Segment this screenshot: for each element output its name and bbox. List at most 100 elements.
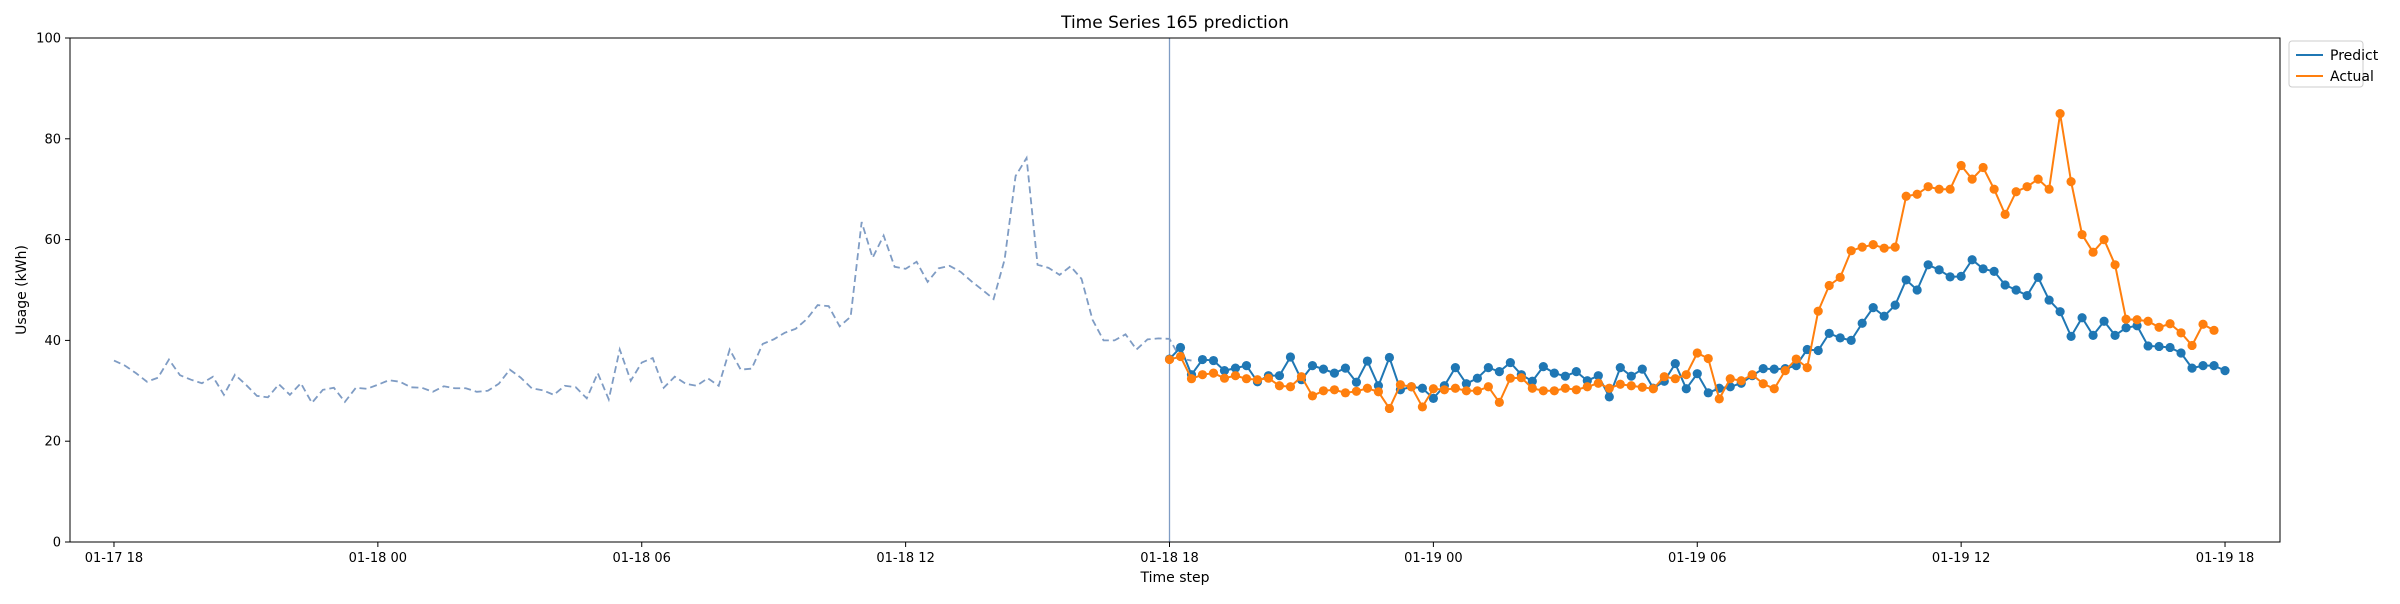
actual-point-8	[1252, 375, 1263, 385]
predict-point-74	[1978, 264, 1988, 274]
predict-point-54	[1758, 364, 1768, 374]
predict-point-16	[1340, 363, 1351, 373]
actual-point-36	[1560, 383, 1570, 393]
actual-point-10	[1274, 381, 1285, 391]
actual-point-41	[1615, 379, 1625, 389]
predict-point-55	[1769, 364, 1779, 374]
actual-point-67	[1901, 191, 1911, 201]
predict-point-46	[1670, 358, 1680, 369]
predict-point-83	[2077, 313, 2087, 323]
actual-point-85	[2099, 235, 2109, 245]
predict-point-36	[1560, 371, 1570, 381]
legend: Predict Actual	[2288, 40, 2379, 88]
predict-point-23	[1417, 383, 1427, 393]
actual-point-52	[1736, 376, 1746, 386]
actual-point-14	[1318, 386, 1329, 396]
predict-point-6	[1230, 363, 1241, 373]
actual-point-80	[2044, 184, 2054, 194]
predict-point-85	[2099, 316, 2109, 326]
axes-frame	[69, 37, 2281, 543]
predict-point-20	[1384, 352, 1395, 363]
actual-point-62	[1846, 246, 1856, 256]
actual-point-26	[1450, 383, 1460, 393]
actual-point-82	[2066, 177, 2076, 187]
predict-point-61	[1835, 333, 1845, 343]
actual-point-30	[1494, 397, 1504, 407]
actual-point-12	[1296, 372, 1307, 382]
actual-point-47	[1681, 370, 1691, 380]
actual-point-3	[1197, 370, 1208, 380]
actual-point-11	[1285, 382, 1296, 392]
chart-title: Time Series 165 prediction	[1060, 13, 1289, 33]
y-tick-label-20: 20	[44, 435, 61, 450]
predict-point-39	[1593, 371, 1603, 381]
x-tick-label-6: 01-19 06	[1668, 551, 1726, 566]
actual-point-45	[1659, 372, 1669, 382]
actual-point-22	[1406, 382, 1416, 392]
axes: 0 20 40 60 80 100 01-17 18 01-18 00 01-18 06 01-1…	[36, 32, 2281, 566]
actual-point-64	[1868, 240, 1878, 250]
actual-point-15	[1329, 385, 1340, 395]
actual-point-88	[2132, 315, 2142, 325]
actual-point-93	[2187, 340, 2197, 351]
actual-point-34	[1538, 386, 1548, 396]
actual-point-90	[2154, 322, 2164, 332]
actual-point-72	[1956, 160, 1966, 171]
predict-point-40	[1604, 392, 1614, 402]
y-tick-label-100: 100	[36, 32, 61, 47]
predict-point-93	[2187, 363, 2197, 373]
predict-point-42	[1626, 371, 1636, 381]
predict-point-24	[1428, 393, 1438, 403]
actual-point-33	[1527, 383, 1537, 393]
predict-point-69	[1923, 260, 1933, 270]
actual-point-92	[2176, 328, 2186, 338]
predict-point-29	[1483, 363, 1493, 373]
y-axis-title: Usage (kWh)	[14, 245, 30, 335]
actual-point-49	[1703, 353, 1713, 364]
x-tick-label-7: 01-19 12	[1932, 551, 1990, 566]
legend-label-actual: Actual	[2330, 69, 2374, 85]
actual-point-78	[2022, 182, 2032, 192]
predict-point-13	[1307, 361, 1318, 371]
actual-point-86	[2110, 260, 2120, 270]
actual-point-55	[1769, 384, 1779, 394]
actual-point-44	[1648, 384, 1658, 394]
actual-point-24	[1428, 384, 1438, 394]
actual-point-69	[1923, 182, 1933, 192]
actual-point-29	[1483, 382, 1493, 392]
predict-point-26	[1450, 363, 1460, 373]
predict-point-76	[2000, 280, 2010, 290]
predict-point-33	[1527, 376, 1537, 386]
predict-point-92	[2176, 348, 2186, 358]
predict-point-41	[1615, 363, 1625, 373]
actual-point-37	[1571, 385, 1581, 395]
predict-point-96	[2220, 366, 2230, 376]
x-tick-label-1: 01-18 00	[349, 551, 407, 566]
predict-point-66	[1890, 300, 1900, 310]
predict-point-73	[1967, 255, 1977, 265]
predict-point-37	[1571, 367, 1581, 377]
y-tick-label-80: 80	[44, 132, 61, 147]
x-tick-label-5: 01-19 00	[1404, 551, 1462, 566]
actual-point-5	[1219, 373, 1230, 383]
actual-point-48	[1692, 348, 1702, 358]
actual-point-54	[1758, 379, 1768, 389]
x-tick-label-2: 01-18 06	[613, 551, 671, 566]
predict-point-48	[1692, 369, 1702, 379]
actual-point-6	[1230, 371, 1241, 381]
x-tick-label-3: 01-18 12	[876, 551, 934, 566]
actual-point-1	[1175, 351, 1186, 362]
actual-series-line	[1169, 113, 2215, 411]
actual-point-66	[1890, 242, 1900, 252]
actual-point-32	[1516, 373, 1526, 383]
y-tick-label-40: 40	[44, 334, 61, 349]
actual-point-42	[1626, 381, 1636, 391]
actual-point-58	[1802, 363, 1812, 373]
actual-point-39	[1593, 378, 1603, 388]
actual-point-87	[2121, 314, 2131, 324]
actual-point-21	[1395, 380, 1405, 390]
actual-point-83	[2077, 229, 2087, 240]
predict-point-47	[1681, 384, 1691, 394]
